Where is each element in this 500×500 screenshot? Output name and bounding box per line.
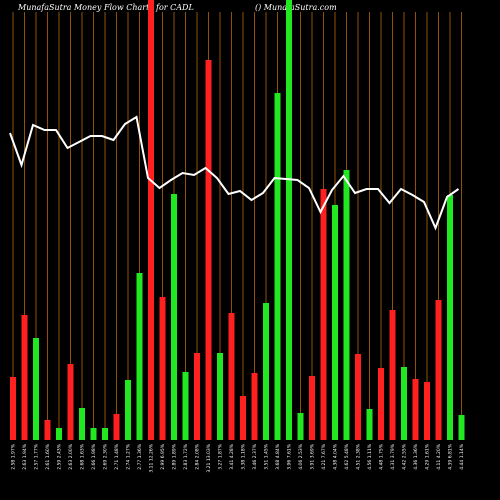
bar (148, 0, 154, 440)
chart-title: MunafaSutra Money Flow Charts for CADL (17, 3, 194, 12)
x-tick-label: 4.11 4.20% (436, 443, 442, 469)
x-tick-label: 2.83 1.72% (183, 443, 189, 469)
bar (10, 377, 16, 440)
bar (79, 408, 85, 440)
x-tick-label: 4.56 1.11% (367, 443, 373, 469)
x-tick-label: 3.46 2.37% (252, 443, 258, 469)
bar (389, 310, 396, 440)
x-tick-label: 2.63 1.94% (22, 443, 28, 469)
bar (125, 380, 131, 440)
x-tick-label: 4.36 1.36% (413, 443, 419, 469)
x-tick-label: 4.29 1.61% (425, 443, 431, 469)
x-tick-label: 3.27 1.87% (218, 443, 224, 469)
bar (332, 205, 338, 440)
x-tick-label: 2.71 1.48% (114, 443, 120, 469)
bar (90, 428, 97, 440)
x-tick-label: 2.61 1.60% (45, 443, 51, 469)
x-tick-label: 4.44 1.14% (459, 443, 465, 469)
bar (274, 93, 281, 440)
bar (113, 414, 120, 440)
x-tick-label: 4.48 1.75% (379, 443, 385, 469)
x-tick-label: 4.39 6.81% (448, 443, 454, 469)
bar (44, 420, 51, 440)
x-tick-label: 4.51 2.38% (356, 443, 362, 469)
bar (251, 373, 258, 440)
money-flow-line (9, 115, 460, 231)
x-tick-label: 2.99 6.95% (160, 443, 166, 469)
bar (21, 315, 28, 440)
x-tick-label: 4.31 3.79% (390, 443, 396, 469)
bar (159, 297, 166, 440)
bar (401, 367, 407, 440)
x-tick-label: 4.38 4.04% (333, 443, 339, 469)
bar (33, 338, 39, 440)
bar (378, 368, 384, 440)
bar (320, 189, 327, 440)
x-tick-label: 3.96 7.61% (287, 443, 293, 469)
x-tick-label: 3.38 1.18% (241, 443, 247, 469)
x-tick-label: 3.21 13.03% (206, 443, 212, 472)
x-tick-label: 3.51 1.45% (264, 443, 270, 469)
bar (412, 379, 419, 440)
bar (424, 382, 430, 440)
bar (447, 195, 453, 440)
bar (205, 60, 212, 440)
bar (56, 428, 62, 440)
bar (240, 396, 246, 440)
x-tick-label: 2.66 1.98% (91, 443, 97, 469)
x-tick-label: 2.77 1.36% (137, 443, 143, 469)
x-tick-label: 2.84 2.08% (195, 443, 201, 469)
bar (309, 376, 315, 440)
bar (171, 194, 177, 440)
x-tick-label: 4.42 2.55% (402, 443, 408, 469)
bar (217, 353, 223, 440)
bar (228, 313, 235, 440)
x-tick-label: 3.91 3.69% (310, 443, 316, 469)
x-tick-label: 2.89 1.89% (172, 443, 178, 469)
bar (355, 354, 361, 440)
x-tick-label: 4.21 7.67% (321, 443, 327, 469)
bar (343, 170, 350, 440)
bar (194, 353, 200, 440)
bar (297, 413, 304, 440)
x-tick-label: 2.57 1.77% (34, 443, 40, 469)
x-tick-label: 2.58 1.97% (11, 443, 17, 469)
bar (182, 372, 189, 440)
bar (136, 273, 143, 440)
x-tick-label: 4.06 2.53% (298, 443, 304, 469)
chart-subtitle: () MunafaSutra.com (255, 3, 337, 12)
bar (366, 409, 373, 440)
x-tick-label: 3.68 4.84% (275, 443, 281, 469)
x-tick-label: 2.74 1.27% (126, 443, 132, 469)
bar (263, 303, 269, 440)
bar (102, 428, 108, 440)
bar (67, 364, 74, 440)
x-tick-label: 2.68 1.63% (80, 443, 86, 469)
x-tick-label: 3.11 12.26% (149, 443, 155, 472)
x-tick-label: 2.63 2.00% (68, 443, 74, 469)
x-tick-label: 4.62 5.48% (344, 443, 350, 469)
x-tick-label: 3.41 4.28% (229, 443, 235, 469)
x-tick-label: 2.59 2.43% (57, 443, 63, 469)
bar (286, 0, 292, 440)
x-tick-label: 2.69 2.30% (103, 443, 109, 469)
bar (435, 300, 442, 440)
bar (458, 415, 465, 440)
